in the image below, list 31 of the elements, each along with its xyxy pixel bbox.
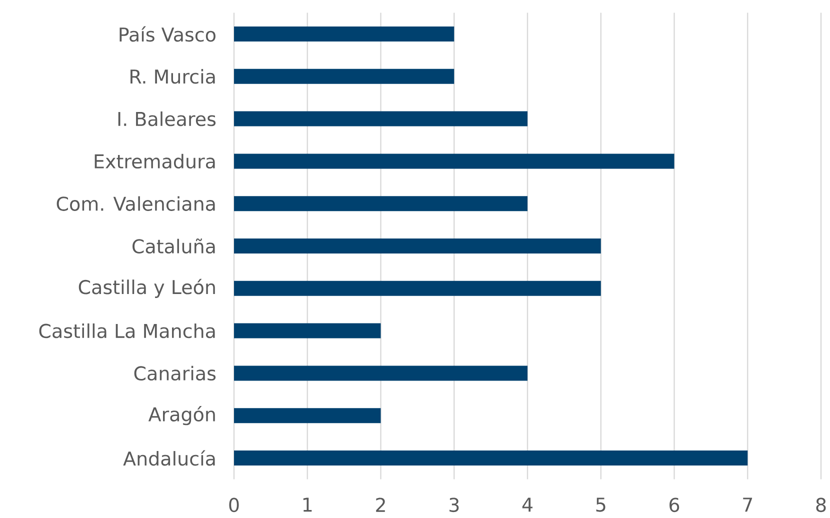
bar	[234, 280, 601, 296]
bar	[234, 26, 454, 42]
x-tick-label: 4	[522, 498, 532, 512]
y-tick-label: Andalucía	[123, 450, 215, 466]
bar	[234, 154, 674, 169]
bar	[234, 366, 528, 381]
y-tick-label: Canarias	[134, 366, 216, 381]
x-tick-label: 0	[229, 498, 239, 512]
x-tick-label: 8	[816, 498, 826, 512]
y-tick-label: Cataluña	[132, 238, 215, 254]
y-tick-label: Extremadura	[94, 154, 215, 169]
x-tick-label: 1	[303, 498, 312, 512]
y-tick-label: R. Murcia	[130, 69, 215, 84]
y-tick-label: I. Baleares	[118, 111, 216, 126]
y-tick-label: Com. Valenciana	[56, 196, 215, 211]
bar	[234, 323, 381, 338]
bar	[234, 111, 528, 126]
bar	[234, 408, 381, 424]
bar	[234, 238, 601, 254]
y-tick-label: País Vasco	[120, 26, 216, 42]
bar	[234, 196, 528, 212]
y-tick-label: Castilla La Mancha	[39, 323, 215, 338]
y-tick-label: Aragón	[148, 406, 215, 426]
bar	[234, 68, 454, 84]
x-tick-label: 3	[450, 498, 459, 512]
bar	[234, 450, 748, 466]
x-tick-label: 7	[743, 498, 752, 512]
y-tick-label: Castilla y León	[78, 278, 215, 298]
x-tick-label: 5	[596, 498, 606, 512]
x-tick-label: 6	[670, 498, 680, 512]
x-tick-label: 2	[376, 498, 385, 512]
